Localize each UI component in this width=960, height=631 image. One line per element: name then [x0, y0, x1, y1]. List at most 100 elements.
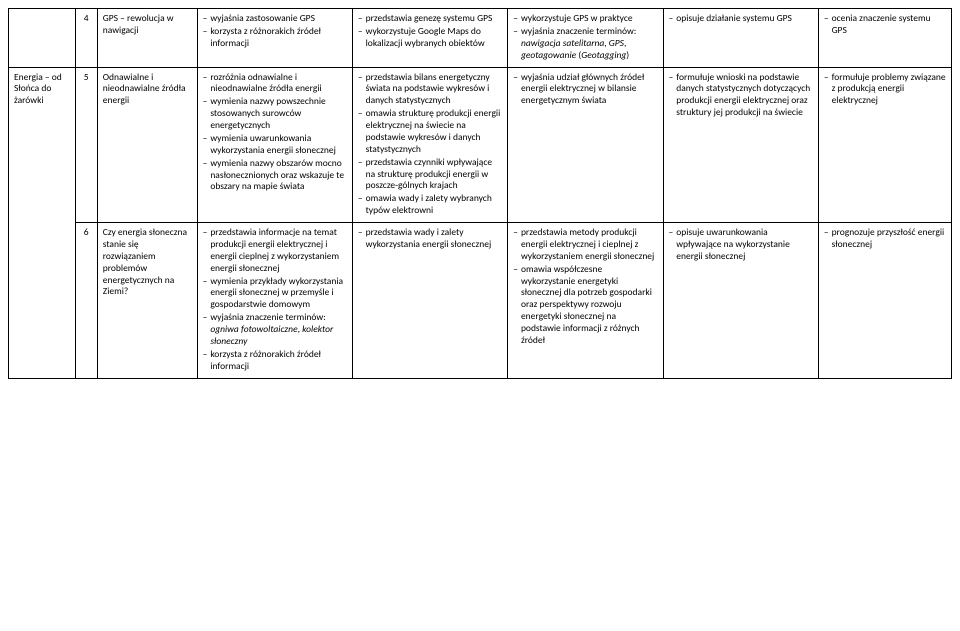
item-text: korzysta z różnorakich źródeł informacji [210, 349, 347, 373]
dash: – [824, 13, 832, 25]
item-text: wymienia przykłady wykorzystania energii… [210, 276, 347, 312]
col-7: –ocenia znaczenie systemu GPS [818, 9, 951, 68]
list-item: –wyjaśnia znaczenie terminów: ogniwa fot… [203, 312, 347, 348]
item-text: przedstawia genezę systemu GPS [366, 13, 503, 25]
list-item: –przedstawia wady i zalety wykorzystania… [358, 227, 502, 251]
list-item: –wykorzystuje Google Maps do lokalizacji… [358, 26, 502, 50]
col-3: –wyjaśnia zastosowanie GPS–korzysta z ró… [197, 9, 352, 68]
list-item: –formułuje problemy związane z produkcją… [824, 72, 946, 108]
dash: – [513, 72, 521, 84]
item-text: prognozuje przyszłość energii słonecznej [832, 227, 946, 251]
dash: – [669, 227, 677, 239]
list-item: –wykorzystuje GPS w praktyce [513, 13, 657, 25]
dash: – [513, 264, 521, 276]
item-text: wymienia nazwy obszarów mocno nasłoneczn… [210, 158, 347, 194]
topic-cell: Czy energia słoneczna stanie się rozwiąz… [97, 223, 197, 379]
dash: – [824, 227, 832, 239]
dash: – [669, 72, 677, 84]
list-item: –wyjaśnia znaczenie terminów: nawigacja … [513, 26, 657, 62]
dash: – [358, 227, 366, 239]
col-7: –formułuje problemy związane z produkcją… [818, 67, 951, 223]
col-6: –opisuje uwarunkowania wpływające na wyk… [663, 223, 818, 379]
list-item: –przedstawia czynniki wpływające na stru… [358, 157, 502, 193]
list-item: –ocenia znaczenie systemu GPS [824, 13, 946, 37]
item-text: omawia wady i zalety wybranych typów ele… [366, 193, 503, 217]
list-item: –omawia współczesne wykorzystanie energe… [513, 264, 657, 347]
item-text: przedstawia informacje na temat produkcj… [210, 227, 347, 275]
col-5: –wyjaśnia udział głównych źródeł energii… [508, 67, 663, 223]
list-item: –opisuje uwarunkowania wpływające na wyk… [669, 227, 813, 263]
col-5: –przedstawia metody produkcji energii el… [508, 223, 663, 379]
dash: – [513, 26, 521, 38]
dash: – [203, 276, 211, 288]
item-text: przedstawia metody produkcji energii ele… [521, 227, 658, 263]
col-6: –opisuje działanie systemu GPS [663, 9, 818, 68]
list-item: –wymienia przykłady wykorzystania energi… [203, 276, 347, 312]
row-number: 4 [75, 9, 97, 68]
list-item: –rozróżnia odnawialne i nieodnawialne źr… [203, 72, 347, 96]
dash: – [203, 158, 211, 170]
item-text: wykorzystuje Google Maps do lokalizacji … [366, 26, 503, 50]
list-item: –korzysta z różnorakich źródeł informacj… [203, 26, 347, 50]
table-row: 6Czy energia słoneczna stanie się rozwią… [9, 223, 952, 379]
dash: – [358, 26, 366, 38]
item-text: wyjaśnia zastosowanie GPS [210, 13, 347, 25]
dash: – [358, 108, 366, 120]
list-item: –wymienia nazwy obszarów mocno nasłonecz… [203, 158, 347, 194]
col-4: –przedstawia genezę systemu GPS–wykorzys… [352, 9, 507, 68]
list-item: –formułuje wnioski na podstawie danych s… [669, 72, 813, 120]
item-text: wykorzystuje GPS w praktyce [521, 13, 658, 25]
dash: – [358, 13, 366, 25]
list-item: –przedstawia bilans energetyczny świata … [358, 72, 502, 108]
list-item: –omawia wady i zalety wybranych typów el… [358, 193, 502, 217]
list-item: –prognozuje przyszłość energii słoneczne… [824, 227, 946, 251]
dash: – [824, 72, 832, 84]
item-text: przedstawia wady i zalety wykorzystania … [366, 227, 503, 251]
dash: – [203, 312, 211, 324]
list-item: –opisuje działanie systemu GPS [669, 13, 813, 25]
col-7: –prognozuje przyszłość energii słoneczne… [818, 223, 951, 379]
item-text: ocenia znaczenie systemu GPS [832, 13, 946, 37]
col-6: –formułuje wnioski na podstawie danych s… [663, 67, 818, 223]
item-text: przedstawia bilans energetyczny świata n… [366, 72, 503, 108]
section-cell [9, 9, 76, 68]
item-text: omawia strukturę produkcji energii elekt… [366, 108, 503, 156]
item-text: opisuje uwarunkowania wpływające na wyko… [676, 227, 813, 263]
list-item: –przedstawia genezę systemu GPS [358, 13, 502, 25]
section-cell: Energia – od Słońca do żarówki [9, 67, 76, 378]
table-row: Energia – od Słońca do żarówki5Odnawialn… [9, 67, 952, 223]
table-row: 4GPS – rewolucja w nawigacji–wyjaśnia za… [9, 9, 952, 68]
row-number: 6 [75, 223, 97, 379]
item-text: wymienia uwarunkowania wykorzystania ene… [210, 133, 347, 157]
topic-cell: GPS – rewolucja w nawigacji [97, 9, 197, 68]
row-number: 5 [75, 67, 97, 223]
dash: – [203, 72, 211, 84]
dash: – [203, 26, 211, 38]
col-3: –rozróżnia odnawialne i nieodnawialne źr… [197, 67, 352, 223]
list-item: –przedstawia metody produkcji energii el… [513, 227, 657, 263]
item-text: omawia współczesne wykorzystanie energet… [521, 264, 658, 347]
dash: – [513, 227, 521, 239]
dash: – [203, 133, 211, 145]
dash: – [358, 157, 366, 169]
item-text: rozróżnia odnawialne i nieodnawialne źró… [210, 72, 347, 96]
item-text: formułuje problemy związane z produkcją … [832, 72, 946, 108]
dash: – [203, 13, 211, 25]
list-item: –przedstawia informacje na temat produkc… [203, 227, 347, 275]
item-text: wyjaśnia znaczenie terminów: nawigacja s… [521, 26, 658, 62]
list-item: –wyjaśnia zastosowanie GPS [203, 13, 347, 25]
item-text: przedstawia czynniki wpływające na struk… [366, 157, 503, 193]
item-text: formułuje wnioski na podstawie danych st… [676, 72, 813, 120]
dash: – [203, 227, 211, 239]
item-text: wymienia nazwy powszechnie stosowanych s… [210, 96, 347, 132]
col-3: –przedstawia informacje na temat produkc… [197, 223, 352, 379]
col-5: –wykorzystuje GPS w praktyce–wyjaśnia zn… [508, 9, 663, 68]
item-text: wyjaśnia znaczenie terminów: ogniwa foto… [210, 312, 347, 348]
dash: – [669, 13, 677, 25]
dash: – [358, 72, 366, 84]
dash: – [203, 96, 211, 108]
dash: – [513, 13, 521, 25]
curriculum-table: 4GPS – rewolucja w nawigacji–wyjaśnia za… [8, 8, 952, 379]
item-text: wyjaśnia udział głównych źródeł energii … [521, 72, 658, 108]
list-item: –wymienia nazwy powszechnie stosowanych … [203, 96, 347, 132]
